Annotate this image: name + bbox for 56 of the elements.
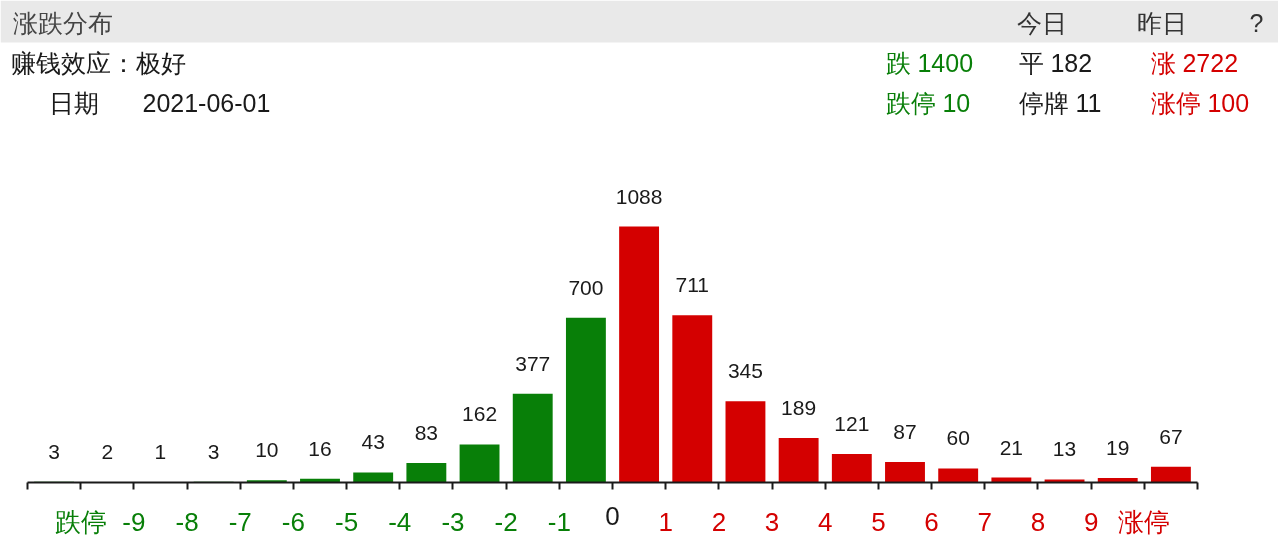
text: ?	[1249, 8, 1264, 37]
data-label: 1	[154, 440, 167, 464]
text: 昨日	[1136, 8, 1187, 37]
x-tick-label: -4	[388, 506, 412, 537]
data-label: 3	[207, 439, 220, 463]
data-label: 345	[727, 359, 763, 383]
data-label: 189	[781, 396, 817, 420]
text: 今日	[1016, 8, 1067, 37]
data-label: 83	[414, 420, 439, 444]
data-label: 2	[101, 440, 114, 464]
x-tick-label: 涨停	[1118, 506, 1171, 537]
text: 平 182	[1018, 48, 1093, 77]
data-label: 10	[255, 438, 279, 462]
data-label: 60	[946, 426, 970, 450]
x-tick-label: -3	[441, 506, 465, 537]
text: 涨 2722	[1150, 48, 1239, 77]
data-label: 16	[308, 436, 332, 460]
text: 日期	[48, 88, 99, 117]
x-tick-label: -1	[547, 506, 571, 537]
text: 停牌 11	[1018, 88, 1102, 117]
x-tick-label: -9	[122, 506, 146, 537]
x-tick-label: -5	[335, 506, 359, 537]
x-tick-label: -6	[281, 506, 305, 537]
data-label: 162	[462, 402, 498, 426]
text: 涨停 100	[1150, 88, 1250, 117]
x-tick-label: -7	[228, 506, 252, 537]
x-tick-label: 7	[977, 506, 993, 537]
x-tick-label: 3	[764, 506, 780, 537]
data-label: 377	[515, 351, 551, 375]
data-label: 21	[999, 435, 1024, 459]
x-tick-label: 6	[924, 506, 939, 537]
x-tick-label: 9	[1083, 506, 1099, 537]
x-tick-label: -2	[494, 506, 518, 537]
x-tick-label: 0	[605, 500, 620, 531]
text: 跌停 10	[885, 88, 971, 117]
data-label: 1088	[615, 184, 663, 208]
data-label: 67	[1159, 424, 1183, 448]
text: 跌 1400	[885, 48, 974, 77]
data-label: 13	[1052, 437, 1077, 461]
text: 赚钱效应：极好	[10, 48, 186, 77]
data-label: 3	[48, 439, 60, 463]
text: 2021-06-01	[142, 88, 271, 117]
data-label: 711	[675, 273, 710, 297]
x-tick-label: 跌停	[54, 506, 107, 537]
x-tick-label: 4	[818, 506, 833, 537]
data-label: 121	[834, 412, 870, 436]
data-label: 19	[1106, 436, 1130, 460]
x-tick-label: 2	[711, 506, 727, 537]
chart-title: 涨跌分布	[12, 8, 113, 37]
x-tick-label: 1	[658, 506, 673, 537]
data-label: 700	[568, 275, 604, 299]
x-tick-label: 8	[1030, 506, 1046, 537]
data-label: 87	[893, 420, 917, 444]
x-tick-label: -8	[175, 506, 199, 537]
x-tick-label: 5	[871, 506, 886, 537]
data-label: 43	[361, 430, 385, 454]
